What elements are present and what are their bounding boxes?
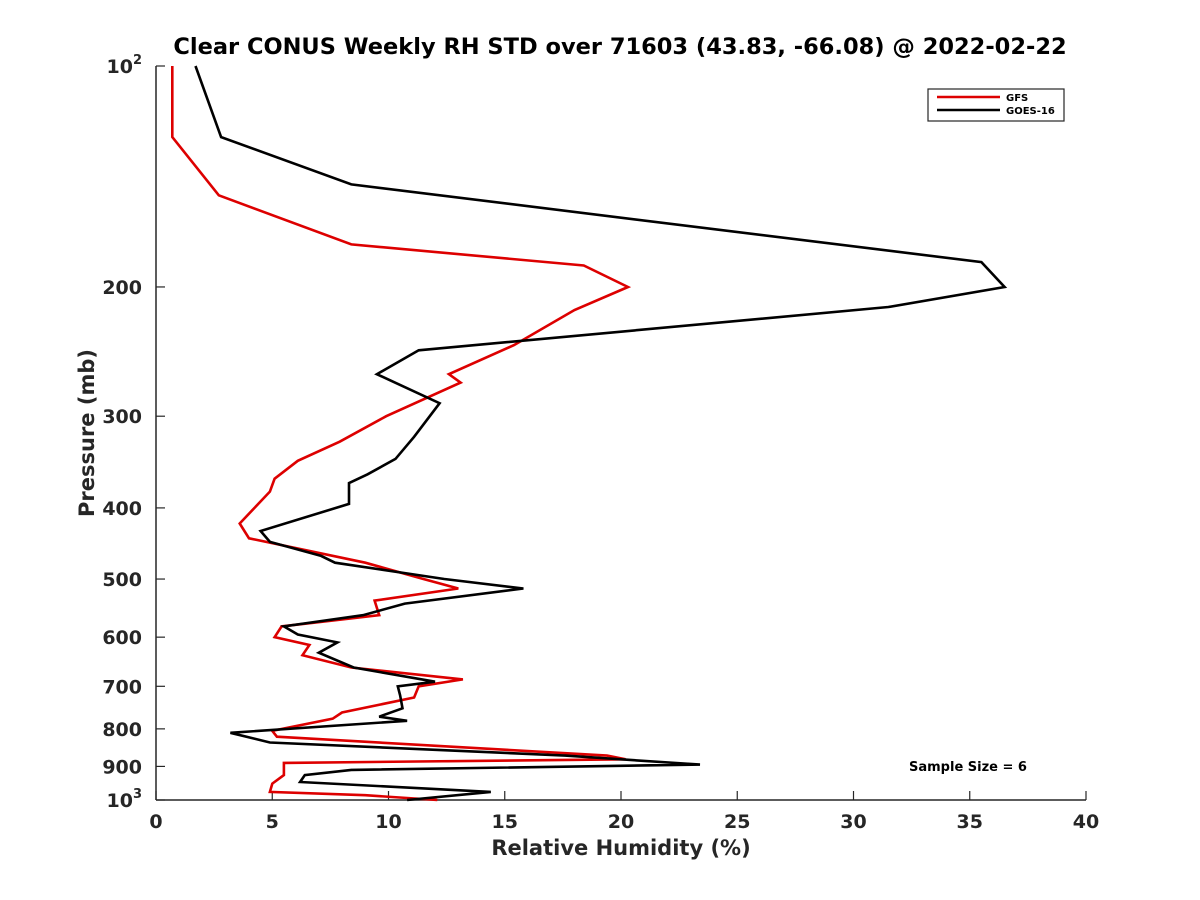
x-tick-label-4: 20 — [608, 811, 634, 833]
y-tick-label-5: 600 — [102, 627, 142, 649]
x-tick-label-1: 5 — [266, 811, 279, 833]
y-tick-label-0: 102 — [107, 53, 143, 78]
series-layer — [171, 65, 1008, 802]
x-axis-label: Relative Humidity (%) — [491, 836, 750, 860]
x-tick-label-6: 30 — [840, 811, 866, 833]
y-tick-label-7: 800 — [102, 719, 142, 741]
x-ticks: 0 5 10 15 20 25 30 35 40 — [149, 791, 1099, 833]
x-tick-label-7: 35 — [957, 811, 983, 833]
series-line-gfs — [171, 66, 632, 802]
legend: GFS GOES-16 — [927, 88, 1065, 122]
series-line-goes-16 — [194, 65, 1008, 802]
y-tick-label-6: 700 — [102, 676, 142, 698]
y-tick-label-2: 300 — [102, 406, 142, 428]
x-tick-label-5: 25 — [724, 811, 750, 833]
y-tick-label-3: 400 — [102, 498, 142, 520]
x-tick-label-2: 10 — [375, 811, 401, 833]
y-tick-label-8: 900 — [102, 756, 142, 778]
y-axis-label: Pressure (mb) — [75, 349, 99, 517]
y-tick-label-4: 500 — [102, 569, 142, 591]
y-tick-label-1: 200 — [102, 277, 142, 299]
legend-label-gfs: GFS — [1006, 93, 1028, 104]
chart-title: Clear CONUS Weekly RH STD over 71603 (43… — [173, 34, 1066, 60]
x-tick-label-8: 40 — [1073, 811, 1099, 833]
y-tick-label-9: 103 — [107, 787, 143, 812]
y-ticks: 102 200 300 400 500 600 700 800 900 103 — [102, 53, 165, 812]
legend-label-goes-16: GOES-16 — [1006, 106, 1055, 117]
legend-box — [927, 88, 1065, 122]
x-tick-label-0: 0 — [149, 811, 162, 833]
x-tick-label-3: 15 — [492, 811, 518, 833]
sample-size-annotation: Sample Size = 6 — [909, 760, 1027, 775]
